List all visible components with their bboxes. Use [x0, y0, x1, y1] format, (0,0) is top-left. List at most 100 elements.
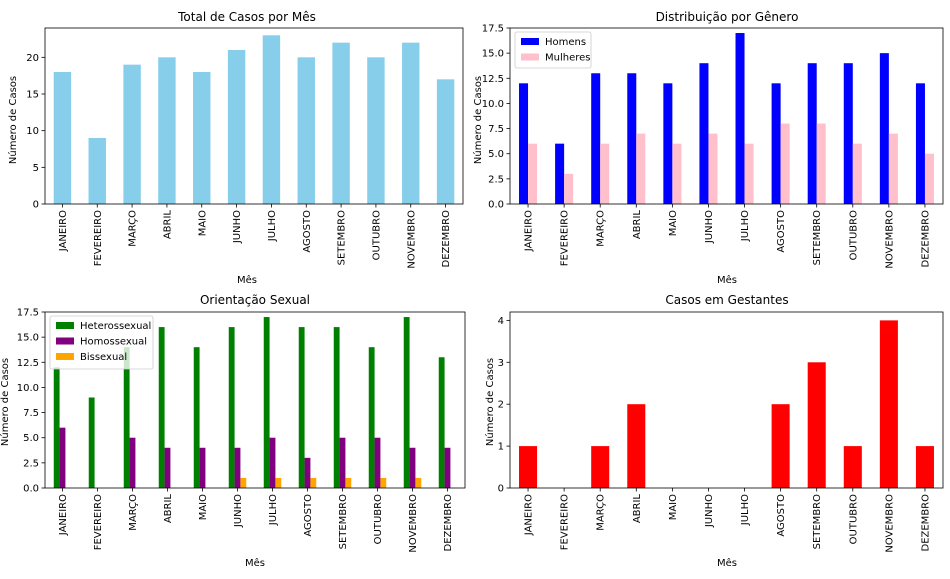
plot-frame — [509, 311, 944, 489]
bar — [53, 72, 72, 204]
y-tick-label: 10.0 — [482, 99, 504, 110]
bar — [164, 447, 171, 488]
x-tick-label: MAIO — [197, 210, 208, 236]
x-tick-label: OUTUBRO — [373, 494, 384, 544]
y-tick-label: 2 — [498, 400, 504, 411]
x-tick-label: ABRIL — [162, 210, 173, 240]
bar — [564, 173, 574, 204]
y-tick-label: 0 — [33, 200, 39, 211]
x-tick-label: DEZEMBRO — [920, 210, 931, 268]
legend-swatch — [56, 337, 74, 345]
bar — [699, 63, 709, 205]
y-tick-label: 20 — [26, 53, 39, 64]
bar — [444, 447, 451, 488]
plot-frame — [44, 311, 466, 489]
bar — [228, 327, 235, 488]
x-tick-label: AGOSTO — [303, 494, 314, 537]
x-tick-label: NOVEMBRO — [884, 210, 895, 269]
x-tick-label: ABRIL — [632, 494, 643, 524]
bar — [627, 73, 637, 204]
y-tick-label: 10.0 — [17, 383, 39, 394]
x-tick-label: NOVEMBRO — [408, 494, 419, 553]
x-tick-label: SETEMBRO — [812, 494, 823, 550]
bar — [807, 63, 817, 205]
bar — [374, 437, 381, 488]
bar — [663, 83, 673, 204]
bar — [59, 427, 66, 488]
x-tick-label: MAIO — [668, 210, 679, 236]
legend: Heterossexual Homossexual Bissexual — [49, 315, 154, 370]
bar — [123, 347, 130, 488]
bar — [158, 327, 165, 488]
x-axis-label: Mês — [245, 557, 265, 569]
bar — [123, 64, 141, 204]
bar — [297, 57, 315, 204]
x-tick-label: JUNHO — [233, 494, 244, 528]
chart-gender-distribution: Distribuição por Gênero Número de Casos … — [472, 10, 944, 286]
x-axis-label: Mês — [237, 274, 257, 286]
bar — [744, 143, 754, 204]
bar — [240, 477, 247, 488]
bar — [415, 477, 422, 488]
y-axis-label: Número de Casos — [472, 76, 484, 164]
bar — [600, 143, 610, 204]
x-tick-label: JULHO — [267, 210, 278, 242]
y-tick-label: 5 — [33, 163, 39, 174]
bar — [636, 133, 646, 204]
legend-label: Homossexual — [80, 337, 147, 348]
y-tick-label: 15.0 — [482, 49, 504, 60]
bar — [339, 437, 346, 488]
x-tick-label: DEZEMBRO — [920, 494, 931, 552]
x-tick-label: FEVEREIRO — [93, 210, 104, 266]
x-tick-label: JANEIRO — [58, 494, 69, 536]
x-tick-label: JANEIRO — [58, 210, 69, 252]
x-tick-label: JANEIRO — [524, 494, 535, 536]
y-tick-label: 2.5 — [23, 458, 39, 469]
x-tick-label: SETEMBRO — [812, 210, 823, 266]
bar — [735, 33, 745, 204]
x-tick-label: MAIO — [198, 494, 209, 520]
legend: Homens Mulheres — [514, 31, 592, 69]
bar — [402, 42, 420, 204]
x-tick-label: JUNHO — [704, 210, 715, 244]
bar — [367, 57, 385, 204]
x-tick-label: DEZEMBRO — [443, 494, 454, 552]
y-tick-label: 15.0 — [17, 333, 39, 344]
x-tick-label: JUNHO — [232, 210, 243, 244]
bar — [519, 83, 529, 204]
legend-swatch — [521, 38, 539, 45]
x-tick-label: FEVEREIRO — [560, 494, 571, 550]
legend-label: Mulheres — [545, 53, 591, 64]
y-tick-label: 7.5 — [23, 408, 39, 419]
bar — [591, 73, 601, 204]
legend-swatch — [521, 53, 539, 61]
chart-pregnant-cases: Casos em Gestantes Número de Casos Mês 0… — [484, 293, 944, 569]
chart-title: Distribuição por Gênero — [656, 10, 799, 24]
bar — [333, 327, 340, 488]
y-tick-label: 1 — [498, 442, 504, 453]
bar — [780, 123, 790, 204]
chart-title: Casos em Gestantes — [665, 293, 788, 307]
bar — [193, 347, 200, 488]
x-tick-label: ABRIL — [163, 494, 174, 524]
bar — [672, 143, 682, 204]
bar — [528, 143, 538, 204]
x-tick-label: JULHO — [268, 494, 279, 526]
x-tick-label: OUTUBRO — [848, 210, 859, 260]
y-tick-label: 12.5 — [482, 74, 504, 85]
x-tick-label: FEVEREIRO — [93, 494, 104, 550]
x-axis-label: Mês — [717, 274, 737, 286]
y-tick-label: 4 — [498, 316, 504, 327]
y-tick-label: 17.5 — [482, 24, 504, 35]
bar — [591, 446, 610, 488]
x-tick-label: MARÇO — [128, 494, 139, 531]
bar — [269, 437, 276, 488]
legend-swatch — [56, 353, 74, 360]
x-axis-label: Mês — [717, 557, 737, 569]
chart-title: Total de Casos por Mês — [177, 10, 316, 24]
bar — [129, 437, 136, 488]
x-tick-label: DEZEMBRO — [441, 210, 452, 268]
y-axis-label: Número de Casos — [0, 358, 11, 446]
bar — [345, 477, 352, 488]
